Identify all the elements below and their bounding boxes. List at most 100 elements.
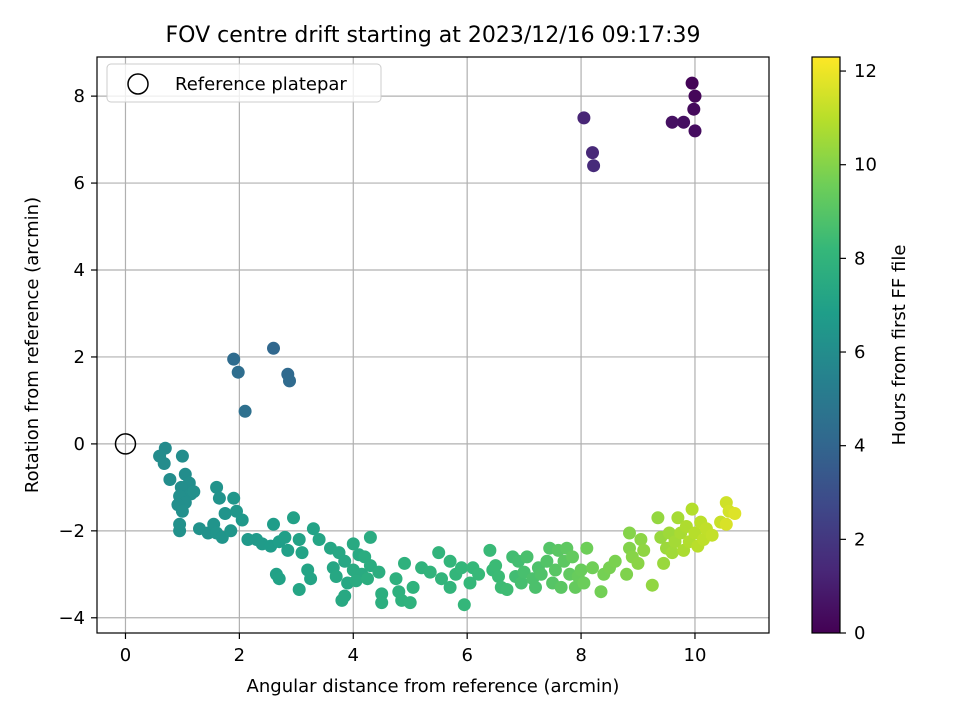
data-point [272,572,286,586]
y-tick-label: 0 [74,434,85,455]
data-point [540,554,554,568]
data-point [312,533,326,546]
data-point [224,524,238,538]
data-point [514,576,528,590]
data-point [329,570,343,583]
data-point [685,76,699,90]
x-axis-ticks: 0 2 4 6 8 10 [120,633,707,666]
x-tick-label: 6 [461,645,472,666]
data-point [363,530,377,544]
legend-label: Reference platepar [175,74,347,95]
data-point [677,115,691,129]
data-point [338,554,352,568]
data-point [235,513,249,527]
data-point [375,596,389,610]
x-tick-label: 2 [234,645,245,666]
data-point [267,517,280,531]
data-point [577,111,591,125]
y-axis-ticks: −4 −2 0 2 4 6 8 [58,86,97,629]
colorbar-tick-label: 10 [854,155,877,176]
data-point [587,159,601,173]
data-point [645,578,659,592]
legend: Reference platepar [106,63,382,103]
y-tick-label: 4 [74,260,85,281]
data-point [529,580,542,594]
legend-open-circle-icon [127,73,149,95]
x-tick-label: 4 [348,645,359,666]
data-point [586,561,599,575]
data-point [586,146,599,160]
colorbar-tick-label: 8 [854,248,865,269]
data-point [620,567,634,581]
data-point [651,511,665,525]
y-tick-label: −4 [58,608,85,629]
colorbar-tick-label: 6 [854,342,865,363]
data-point [594,585,608,599]
data-point [283,374,296,388]
data-point [688,124,702,138]
data-point [304,572,318,586]
reference-platepar-marker [114,433,137,455]
data-point [687,102,701,116]
data-point [231,365,245,379]
data-point [500,583,514,596]
data-point [548,563,562,577]
data-point [443,580,457,594]
data-point [554,580,568,594]
data-point [175,504,189,518]
data-point [472,567,486,581]
data-point [403,596,417,610]
reference-marker [114,433,137,455]
data-point [637,543,651,557]
data-point [187,485,201,499]
data-point [463,576,477,590]
chart-title: FOV centre drift starting at 2023/12/16 … [166,23,701,48]
data-point [349,574,363,588]
data-point [631,556,645,570]
data-point [335,593,349,607]
data-point [665,546,679,560]
data-point [210,480,224,494]
data-point [719,517,733,531]
data-point [406,580,420,594]
data-point [227,491,241,505]
data-point [398,556,411,570]
data-point [685,502,699,516]
colorbar-gradient [811,56,841,634]
data-point [443,554,457,568]
data-point [688,89,702,103]
data-point [608,554,622,568]
plot-frame [96,56,770,634]
colorbar-tick-label: 2 [854,529,865,550]
y-tick-label: −2 [58,521,85,542]
y-tick-label: 2 [74,347,85,368]
data-point [346,537,360,551]
data-point [577,576,591,590]
data-point [238,404,252,418]
data-point [728,507,742,520]
data-point [292,533,306,546]
data-point [671,511,685,525]
data-point [483,543,497,557]
data-point [423,565,437,579]
x-tick-label: 0 [120,645,131,666]
legend-box [106,63,382,103]
y-axis-label: Rotation from reference (arcmin) [22,197,43,493]
colorbar-tick-label: 0 [854,623,865,644]
data-point [306,522,320,536]
colorbar-tick-label: 4 [854,436,865,457]
data-point [566,550,579,564]
data-point [287,511,300,525]
data-point [278,530,292,544]
data-point [705,528,719,542]
y-tick-label: 6 [74,173,85,194]
colorbar-tick-label: 12 [854,61,877,82]
data-point [267,341,280,355]
data-point [432,546,446,560]
data-point [295,546,309,560]
data-point [657,556,671,570]
x-tick-label: 10 [684,645,707,666]
data-point [520,550,534,564]
